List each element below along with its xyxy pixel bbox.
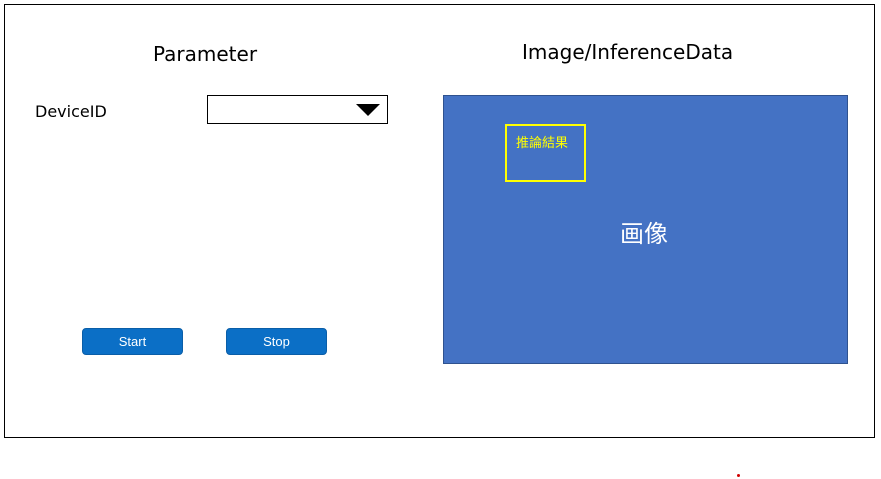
stop-button[interactable]: Stop [226,328,327,355]
image-placeholder-text: 画像 [620,220,668,248]
start-button[interactable]: Start [82,328,183,355]
app-window: Parameter Image/InferenceData DeviceID S… [4,4,875,438]
image-inference-title: Image/InferenceData [522,40,734,64]
image-display: 推論結果 画像 [443,95,848,364]
chevron-down-icon[interactable] [356,104,380,116]
parameter-title: Parameter [153,42,258,66]
inference-result-box: 推論結果 [505,124,586,182]
device-id-select[interactable] [207,95,388,124]
device-id-label: DeviceID [35,102,107,121]
red-dot-mark [737,474,740,477]
inference-result-label: 推論結果 [516,136,569,151]
